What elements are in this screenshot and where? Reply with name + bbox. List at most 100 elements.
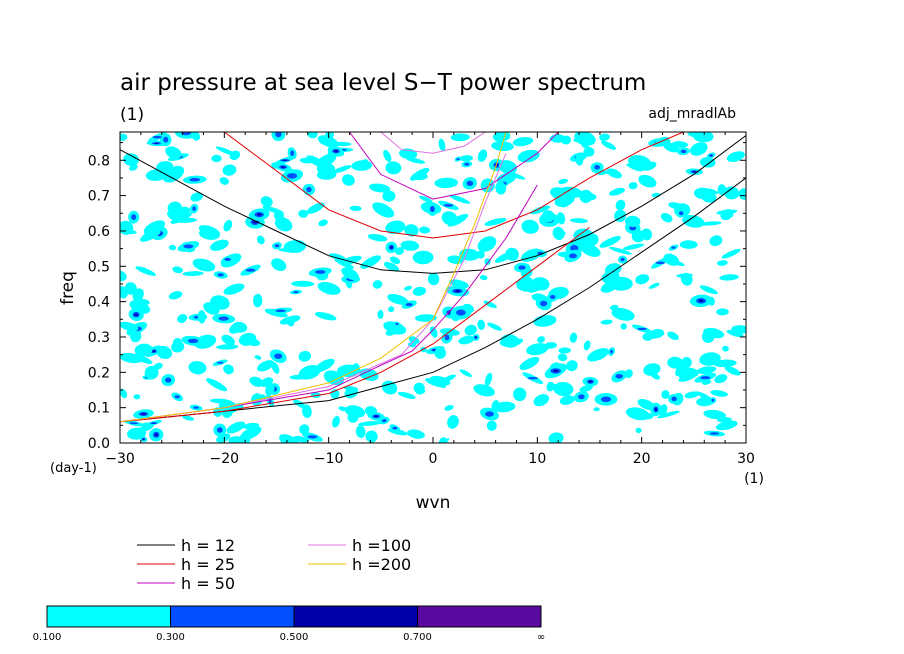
contour-blob	[682, 215, 705, 228]
contour-blob	[387, 293, 409, 305]
contour-blob-mid	[307, 435, 318, 439]
contour-blob	[318, 219, 328, 227]
contour-blob	[278, 248, 302, 253]
contour-blob-high	[154, 142, 159, 144]
contour-blob-mid	[129, 422, 139, 425]
contour-blob	[299, 424, 310, 435]
dispersion-curve-h50-lower	[120, 184, 538, 423]
x-tick-label: 30	[737, 451, 755, 467]
dispersion-curve-h100-upper	[380, 132, 486, 154]
contour-blob	[642, 332, 654, 341]
contour-blob	[719, 274, 739, 281]
contour-blob	[223, 364, 234, 375]
colorbar-label: 0.500	[280, 632, 309, 643]
contour-blob	[271, 362, 280, 374]
contour-blob	[206, 378, 228, 392]
contour-blob-mid	[679, 211, 684, 216]
contour-blob	[661, 390, 670, 399]
contour-blob	[570, 218, 588, 224]
contour-blob	[252, 293, 263, 308]
contour-blob	[298, 350, 312, 362]
dispersion-curve-h50-upper	[349, 132, 559, 200]
contour-blob	[447, 255, 464, 264]
contour-blob	[722, 345, 729, 352]
contour-blob-high	[588, 380, 593, 383]
contour-blob	[601, 140, 616, 150]
contour-blob-mid	[306, 186, 312, 193]
y-tick-label: 0.3	[88, 330, 110, 346]
dispersion-curve-h25-lower	[120, 226, 590, 423]
contour-blob	[681, 357, 692, 369]
contour-blob	[459, 155, 473, 162]
colorbar-label: ∞	[537, 632, 545, 643]
contour-blob	[444, 405, 454, 411]
contour-blob	[412, 286, 427, 296]
contour-blob	[541, 210, 555, 223]
contour-blob	[580, 243, 601, 257]
contour-blob	[165, 146, 182, 159]
contour-blob	[210, 295, 230, 310]
contour-blob	[680, 272, 693, 286]
y-axis-label: freq	[58, 271, 78, 305]
contour-blob	[135, 266, 156, 276]
contour-blob	[558, 178, 569, 184]
contour-blob	[701, 191, 717, 203]
y-tick-label: 0.2	[88, 365, 110, 381]
contour-blob	[198, 228, 220, 240]
contour-blob	[134, 343, 153, 357]
contour-blob	[667, 331, 679, 341]
x-axis-ticks: −30 −20 −10 0 10 20 30	[105, 132, 755, 467]
contour-blob	[265, 383, 275, 396]
contour-blob	[526, 343, 549, 356]
contour-blob	[412, 172, 428, 181]
dispersion-curve-layer	[120, 132, 746, 423]
contour-blob	[190, 192, 204, 202]
y-tick-label: 0.5	[88, 259, 110, 275]
x-tick-label: −10	[314, 451, 344, 467]
contour-blob	[223, 283, 245, 295]
contour-blob	[120, 352, 143, 364]
contour-blob	[556, 212, 566, 225]
x-tick-label: 10	[528, 451, 546, 467]
contour-blob	[667, 356, 683, 369]
contour-blob	[671, 141, 688, 148]
contour-blob	[120, 133, 128, 141]
contour-blob-high	[710, 155, 712, 156]
contour-blob	[215, 146, 237, 156]
contour-blob	[329, 253, 346, 261]
contour-blob-high	[154, 433, 158, 437]
contour-blob	[387, 163, 397, 170]
contour-blob	[249, 376, 264, 387]
contour-blob	[520, 151, 538, 161]
contour-blob	[458, 335, 475, 345]
contour-blob	[459, 369, 472, 378]
contour-blob-high	[390, 246, 393, 249]
colorbar-label: 0.100	[33, 632, 62, 643]
contour-blob	[520, 280, 532, 292]
contour-blob-high	[475, 336, 477, 339]
contour-blob-mid	[527, 377, 539, 380]
contour-blob	[222, 164, 237, 176]
contour-blob-high	[257, 213, 262, 216]
contour-blob	[561, 135, 572, 145]
contour-blob	[559, 395, 575, 405]
contour-blob	[406, 429, 425, 439]
contour-blob	[579, 384, 593, 393]
contour-blob	[679, 240, 698, 249]
contour-blob	[643, 363, 661, 376]
legend-label: h = 25	[181, 555, 235, 574]
contour-blob-mid	[218, 316, 229, 321]
contour-blob-mid	[392, 426, 398, 430]
contour-blob-mid	[569, 253, 577, 259]
contour-blob	[216, 344, 239, 350]
contour-blob-mid	[615, 374, 623, 379]
contour-blob	[507, 338, 524, 347]
contour-blob	[299, 157, 316, 164]
contour-blob	[699, 157, 716, 168]
contour-blob	[368, 183, 391, 193]
contour-blob	[404, 285, 412, 291]
contour-blob	[625, 215, 641, 228]
contour-blob	[124, 282, 137, 295]
contour-blob	[703, 409, 727, 420]
y-tick-label: 0.6	[88, 224, 110, 240]
